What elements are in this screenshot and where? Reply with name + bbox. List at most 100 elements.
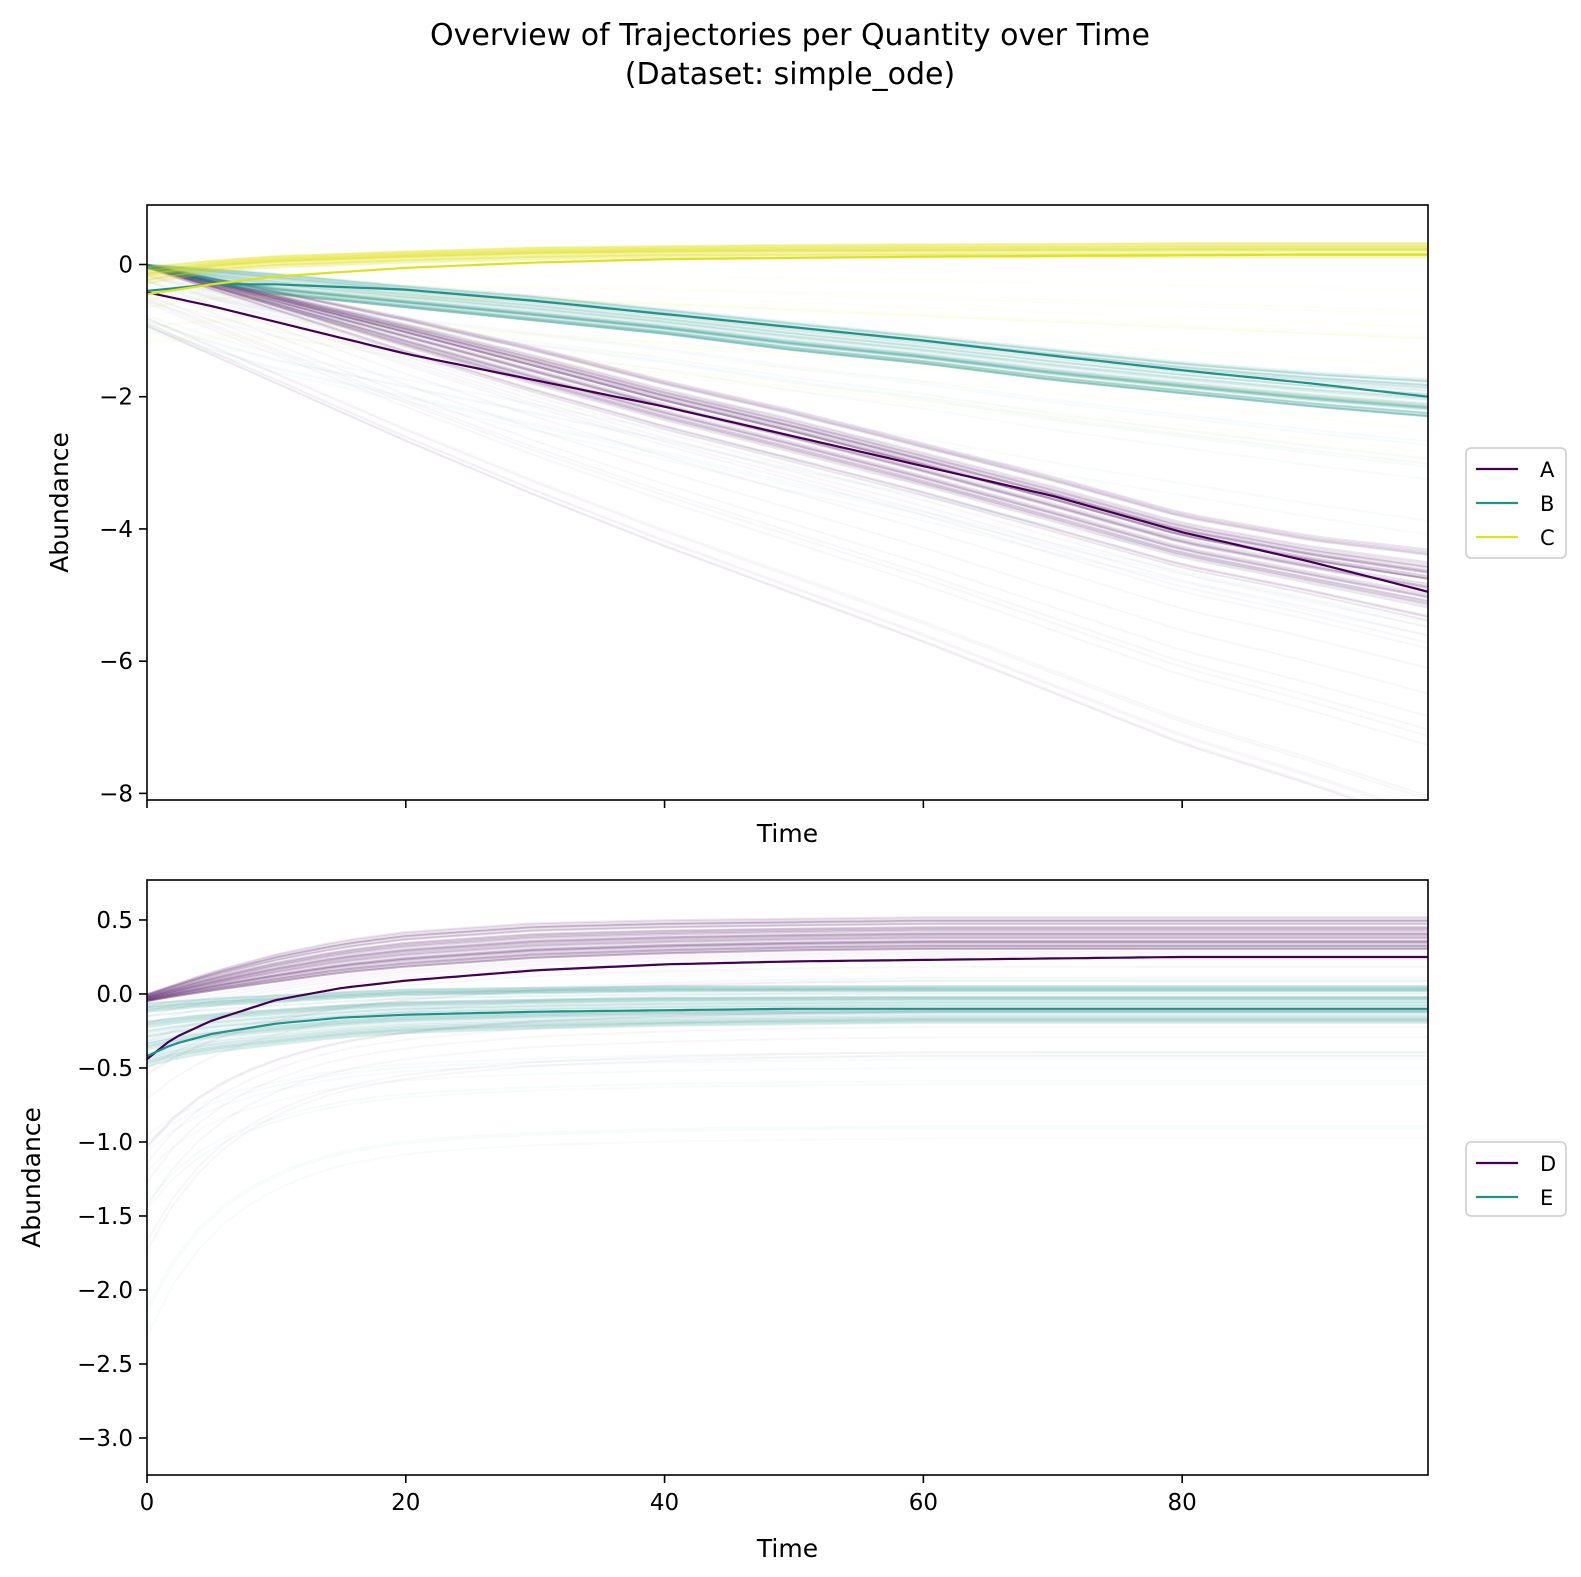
sample-trajectory-E [147,995,1428,1023]
sample-trajectory-A [147,264,1428,566]
sample-trajectory-C [147,245,1428,272]
trajectory-cloud-E [147,985,1428,1312]
y-tick-label: −2.0 [77,1278,133,1304]
sample-trajectory-E [147,1010,1428,1049]
sample-trajectory-C [147,245,1428,273]
sample-trajectory-A [147,265,1428,599]
sample-trajectory-B [147,266,1428,417]
sample-trajectory-C [147,243,1428,270]
top-subplot: 0 −2 −4 −6 −8 Time Abundance ABC [45,204,1567,848]
sample-trajectory-B [147,266,1428,418]
sample-trajectory-D [147,946,1428,1002]
sample-trajectory-D [147,922,1428,997]
sample-trajectory-D [147,932,1428,999]
sample-trajectory-D [147,926,1428,998]
sample-trajectory-D [147,934,1428,1000]
sample-trajectory-B [147,266,1428,418]
sample-trajectory-E [147,998,1428,1028]
sample-trajectory-B [147,265,1428,396]
sample-trajectory-D [147,933,1428,999]
sample-trajectory-C [147,247,1428,275]
sample-trajectory-E [147,986,1428,1007]
sample-trajectory-B [147,266,1428,418]
x-tick-label: 80 [1168,1490,1197,1516]
sample-trajectory-E [147,1020,1428,1066]
y-tick-label: 0.5 [96,908,133,934]
sample-trajectory-C [147,242,1428,268]
sample-trajectory-A [147,264,1428,573]
sample-trajectory-D [147,947,1428,1002]
sample-trajectory-A [147,264,1428,573]
sample-trajectory-B [147,266,1428,417]
sample-trajectory-D [147,932,1428,999]
y-tick-label: −0.5 [77,1056,133,1082]
y-tick-label: 0.0 [96,982,133,1008]
sample-trajectory-A [147,266,1428,617]
sample-trajectory-E [147,1016,1428,1059]
series-line-B [147,283,1428,398]
sample-trajectory-C [147,245,1428,272]
sample-trajectory-C [147,244,1428,271]
sample-trajectory-D [147,923,1428,997]
sample-trajectory-D [147,947,1428,1003]
legend-label-E: E [1540,1186,1553,1210]
x-tick-label: 20 [391,1490,420,1516]
sample-trajectory-C [147,243,1428,269]
sample-trajectory-B [147,263,1428,380]
sample-trajectory-A [147,266,1428,609]
sample-trajectory-D [147,945,1428,1002]
sample-trajectory-B [147,265,1428,407]
sample-trajectory-E [147,990,1428,1013]
sample-trajectory-A [147,264,1428,580]
sample-trajectory-A [147,264,1428,580]
legend-label-D: D [1540,1152,1556,1176]
sample-trajectory-A [147,265,1428,588]
bottom-subplot: 0 20 40 60 80 0.5 0.0 −0.5 −1.0 −1.5 −2.0 −2.5 −3.0 T… [17,879,1567,1563]
sample-trajectory-B [147,263,1428,383]
sample-trajectory-C [147,245,1428,272]
sample-trajectory-E [147,1126,1428,1307]
sample-trajectory-C [147,248,1428,275]
sample-trajectory-D [147,945,1428,1002]
sample-trajectory-D [147,926,1428,998]
sample-trajectory-E [147,1015,1428,1057]
sample-trajectory-D [147,937,1428,1000]
sample-trajectory-E [147,985,1428,1005]
sample-trajectory-B [147,266,1428,417]
sample-trajectory-A [147,295,1428,716]
sample-trajectory-E [147,1019,1428,1065]
sample-trajectory-D [147,947,1428,1003]
y-tick-label: −2 [99,385,133,411]
sample-trajectory-C [147,242,1428,268]
sample-trajectory-E [147,1022,1428,1068]
sample-trajectory-E [147,996,1428,1024]
sample-trajectory-A [147,263,1428,551]
sample-trajectory-A [147,266,1428,604]
sample-trajectory-C [147,253,1428,281]
sample-trajectory-E [147,988,1428,1011]
sample-trajectory-A [147,265,1428,602]
sample-trajectory-E [147,988,1428,1010]
sample-trajectory-E [147,1128,1428,1312]
sample-trajectory-A [147,264,1428,580]
plot-area [147,242,1428,716]
sample-trajectory-D [147,919,1428,996]
axes-frame [146,879,1429,1476]
sample-trajectory-A [147,263,1428,553]
sample-trajectory-E [147,1017,1428,1061]
sample-trajectory-B [147,266,1428,411]
sample-trajectory-D [147,941,1428,1001]
sample-trajectory-B [147,266,1428,410]
sample-trajectory-C [147,250,1428,278]
sample-trajectory-C [147,252,1428,280]
sample-trajectory-D [147,928,1428,998]
sample-trajectory-D [147,1037,1428,1206]
sample-trajectory-B [147,264,1428,396]
sample-trajectory-A [147,264,1428,574]
sample-trajectory-C [147,248,1428,276]
sample-trajectory-C [147,245,1428,272]
sample-trajectory-A [147,263,1428,556]
sample-trajectory-A [147,264,1428,564]
sample-trajectory-B [147,264,1428,395]
